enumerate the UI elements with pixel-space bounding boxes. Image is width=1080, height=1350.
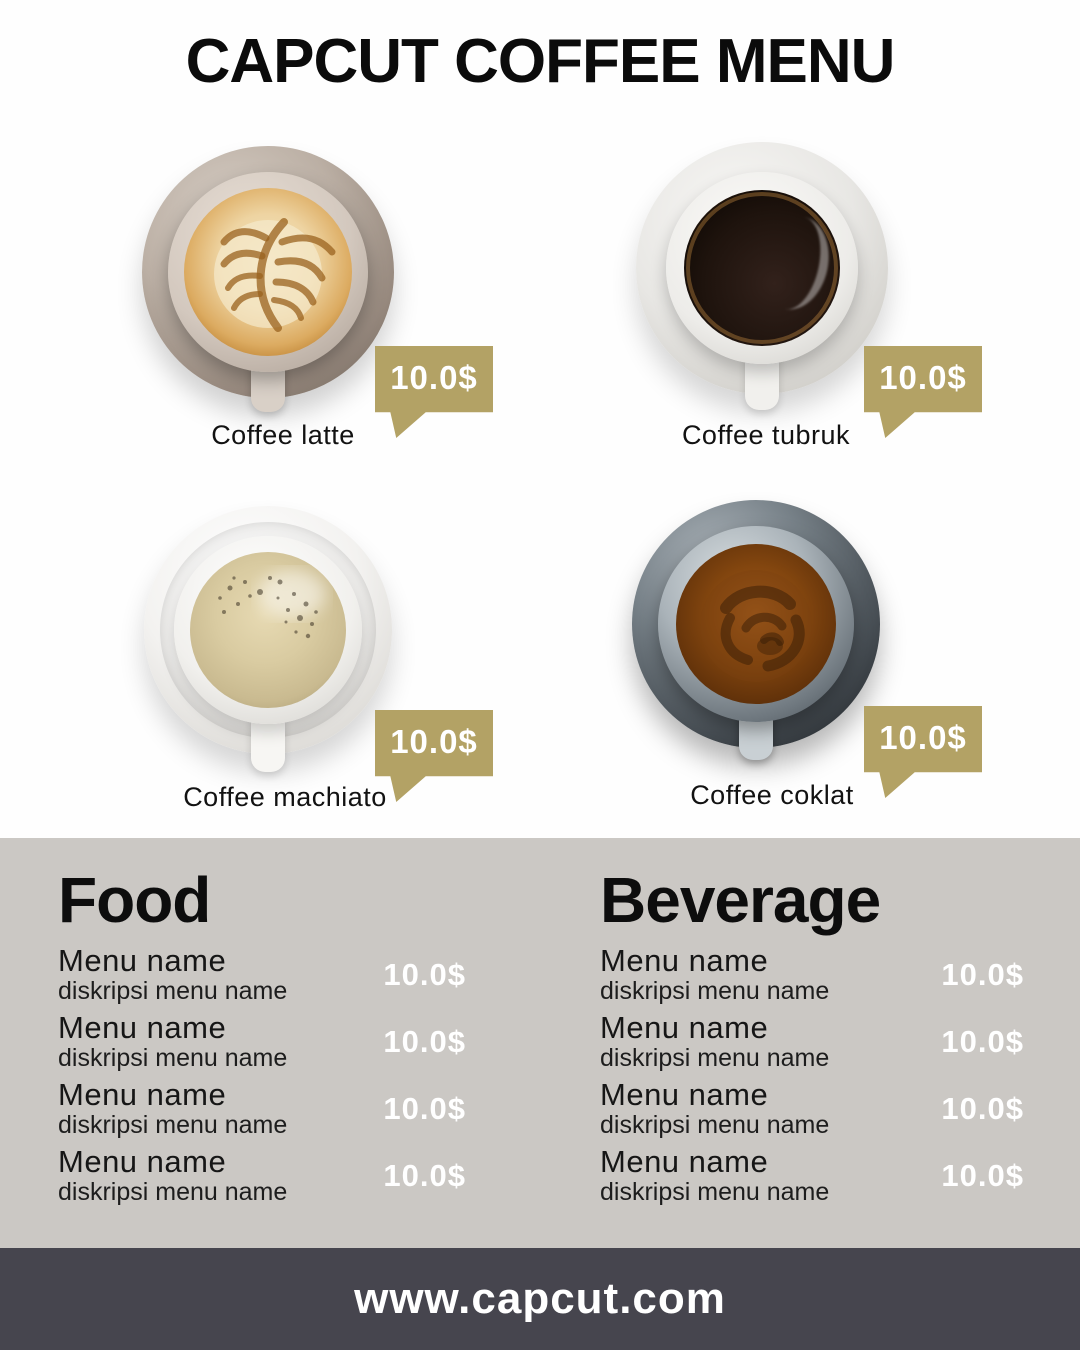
- menu-item-row: Menu name diskripsi menu name 10.0$: [58, 944, 466, 1005]
- product-name-latte: Coffee latte: [211, 420, 355, 450]
- menu-item-row: Menu name diskripsi menu name 10.0$: [600, 944, 1024, 1005]
- menu-item-description: diskripsi menu name: [600, 1178, 830, 1206]
- coffee-machiato-image: [144, 506, 392, 772]
- menu-item-price: 10.0$: [941, 1157, 1024, 1193]
- page-title: CAPCUT COFFEE MENU: [185, 27, 896, 96]
- menu-item-price: 10.0$: [941, 956, 1024, 992]
- menu-section-food: Food Menu name diskripsi menu name 10.0$…: [58, 868, 466, 1212]
- coffee-tubruk-image: [636, 142, 888, 410]
- menu-item-price: 10.0$: [383, 1090, 466, 1126]
- website-url: www.capcut.com: [354, 1274, 726, 1323]
- menu-item-row: Menu name diskripsi menu name 10.0$: [600, 1078, 1024, 1139]
- menu-item-price: 10.0$: [383, 1157, 466, 1193]
- menu-item-row: Menu name diskripsi menu name 10.0$: [600, 1011, 1024, 1072]
- product-name-machiato: Coffee machiato: [183, 782, 387, 812]
- menu-item-description: diskripsi menu name: [58, 977, 288, 1005]
- menu-item-text: Menu name diskripsi menu name: [600, 944, 829, 1005]
- price-tag-tubruk: 10.0$: [864, 346, 982, 438]
- menu-panel: Food Menu name diskripsi menu name 10.0$…: [0, 838, 1080, 1248]
- menu-section-beverage: Beverage Menu name diskripsi menu name 1…: [600, 868, 1024, 1212]
- price-text: 10.0$: [879, 359, 967, 396]
- menu-item-text: Menu name diskripsi menu name: [600, 1011, 829, 1072]
- menu-item-name: Menu name: [58, 943, 227, 978]
- menu-item-price: 10.0$: [941, 1023, 1024, 1059]
- product-name-coklat: Coffee coklat: [690, 780, 854, 810]
- menu-item-row: Menu name diskripsi menu name 10.0$: [58, 1145, 466, 1206]
- price-text: 10.0$: [390, 723, 478, 760]
- menu-item-row: Menu name diskripsi menu name 10.0$: [58, 1078, 466, 1139]
- menu-item-text: Menu name diskripsi menu name: [600, 1078, 829, 1139]
- menu-item-price: 10.0$: [383, 956, 466, 992]
- latte-crema: [184, 188, 352, 356]
- section-heading-beverage: Beverage: [600, 864, 881, 936]
- menu-item-name: Menu name: [58, 1077, 227, 1112]
- menu-item-text: Menu name diskripsi menu name: [600, 1145, 829, 1206]
- section-heading-food: Food: [58, 864, 211, 936]
- menu-item-text: Menu name diskripsi menu name: [58, 1145, 287, 1206]
- menu-item-description: diskripsi menu name: [600, 977, 830, 1005]
- menu-item-row: Menu name diskripsi menu name 10.0$: [600, 1145, 1024, 1206]
- menu-item-name: Menu name: [600, 1077, 769, 1112]
- menu-item-text: Menu name diskripsi menu name: [58, 1011, 287, 1072]
- menu-item-text: Menu name diskripsi menu name: [58, 944, 287, 1005]
- crema-speckles: [218, 570, 326, 639]
- menu-item-description: diskripsi menu name: [600, 1111, 830, 1139]
- menu-item-description: diskripsi menu name: [58, 1178, 288, 1206]
- menu-item-price: 10.0$: [941, 1090, 1024, 1126]
- menu-item-row: Menu name diskripsi menu name 10.0$: [58, 1011, 466, 1072]
- menu-item-name: Menu name: [600, 1010, 769, 1045]
- price-text: 10.0$: [879, 719, 967, 756]
- menu-item-name: Menu name: [600, 1144, 769, 1179]
- coffee-latte-image: [142, 146, 394, 412]
- menu-item-description: diskripsi menu name: [58, 1044, 288, 1072]
- menu-item-description: diskripsi menu name: [58, 1111, 288, 1139]
- latte-art-fern: [214, 218, 336, 332]
- coklat-crema: [676, 544, 836, 704]
- coffee-coklat-image: [632, 500, 880, 760]
- crema-swirl: [700, 570, 812, 682]
- menu-item-name: Menu name: [58, 1144, 227, 1179]
- menu-item-name: Menu name: [58, 1010, 227, 1045]
- menu-item-text: Menu name diskripsi menu name: [58, 1078, 287, 1139]
- price-text: 10.0$: [390, 359, 478, 396]
- menu-item-description: diskripsi menu name: [600, 1044, 830, 1072]
- menu-item-name: Menu name: [600, 943, 769, 978]
- menu-item-price: 10.0$: [383, 1023, 466, 1059]
- black-coffee-surface: [684, 190, 840, 346]
- product-name-tubruk: Coffee tubruk: [681, 420, 851, 450]
- footer-bar: www.capcut.com: [0, 1248, 1080, 1350]
- machiato-crema: [190, 552, 346, 708]
